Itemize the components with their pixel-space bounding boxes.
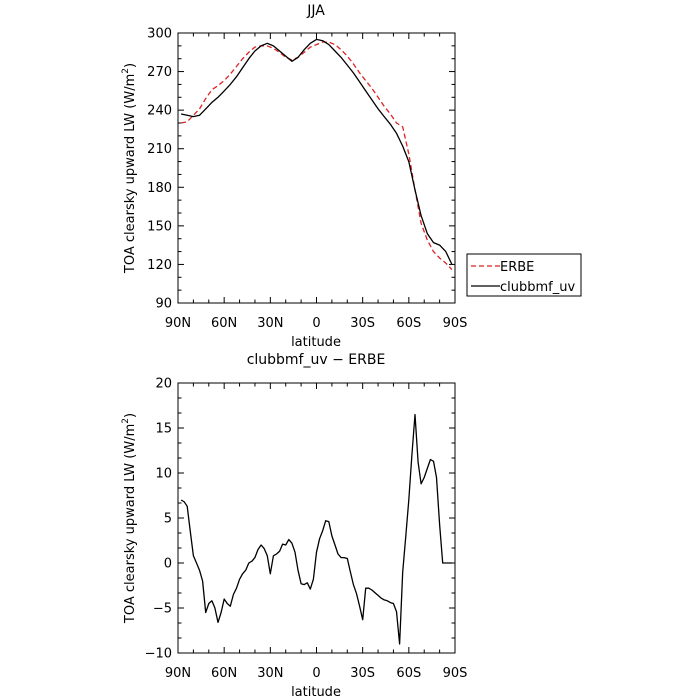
bottom-x-tick-label: 90N (165, 666, 191, 681)
legend-box (466, 253, 582, 297)
bottom-x-tick-label: 30N (257, 666, 283, 681)
top-y-tick-label: 180 (147, 181, 172, 196)
top-x-tick-label: 30N (257, 316, 283, 331)
top-plot-frame (177, 32, 456, 304)
top-y-axis-label: TOA clearsky upward LW (W/m2) (121, 63, 138, 274)
top-y-tick-label: 150 (147, 219, 172, 234)
top-x-tick-label: 60S (396, 316, 421, 331)
top-y-tick-label: 300 (147, 27, 172, 42)
top-x-tick-label: 30S (350, 316, 375, 331)
bottom-plot-frame (177, 382, 456, 654)
bottom-x-tick-label: 30S (350, 666, 375, 681)
legend-label-clubbmf-uv: clubbmf_uv (500, 280, 575, 295)
top-series-layer (180, 38, 453, 271)
bottom-y-tick-label: 5 (164, 512, 172, 527)
bottom-x-tick-label: 0 (312, 666, 320, 681)
bottom-chart-title: clubbmf_uv − ERBE (247, 352, 386, 368)
top-series-erbe (180, 41, 453, 271)
bottom-x-tick-label: 90S (443, 666, 468, 681)
top-chart: JJA latitude TOA clearsky upward LW (W/m… (121, 3, 582, 350)
legend: ERBE clubbmf_uv (466, 253, 582, 297)
top-y-tick-label: 240 (147, 104, 172, 119)
top-series-clubbmf-uv (180, 38, 453, 265)
bottom-x-tick-label: 60S (396, 666, 421, 681)
bottom-series-layer (180, 413, 452, 645)
bottom-y-tick-label: −10 (145, 647, 172, 662)
bottom-series-difference (180, 413, 452, 645)
top-x-tick-label: 0 (312, 316, 320, 331)
bottom-x-axis-label: latitude (291, 685, 341, 700)
top-axis-ticks: 90 120 150 180 210 240 270 300 90N 60N 30N 0 30S 60S 9… (147, 27, 467, 332)
top-y-tick-label: 120 (147, 258, 172, 273)
bottom-y-axis-label: TOA clearsky upward LW (W/m2) (121, 413, 138, 624)
top-y-tick-label: 270 (147, 65, 172, 80)
bottom-y-tick-label: −5 (153, 602, 172, 617)
bottom-y-tick-label: 15 (155, 422, 172, 437)
top-y-tick-label: 210 (147, 142, 172, 157)
bottom-axis-ticks: −10 −5 0 5 10 15 20 90N 60N 30N 0 30S 60S 90S (145, 377, 468, 682)
legend-label-erbe: ERBE (500, 260, 534, 275)
top-x-tick-label: 90S (443, 316, 468, 331)
top-chart-title: JJA (306, 3, 325, 19)
bottom-y-tick-label: 0 (164, 557, 172, 572)
bottom-chart: clubbmf_uv − ERBE latitude TOA clearsky … (121, 352, 467, 700)
bottom-x-tick-label: 60N (211, 666, 237, 681)
bottom-y-tick-label: 10 (155, 467, 172, 482)
bottom-y-tick-label: 20 (155, 377, 172, 392)
top-x-axis-label: latitude (291, 335, 341, 350)
top-x-tick-label: 90N (165, 316, 191, 331)
top-y-tick-label: 90 (155, 297, 172, 312)
top-x-tick-label: 60N (211, 316, 237, 331)
